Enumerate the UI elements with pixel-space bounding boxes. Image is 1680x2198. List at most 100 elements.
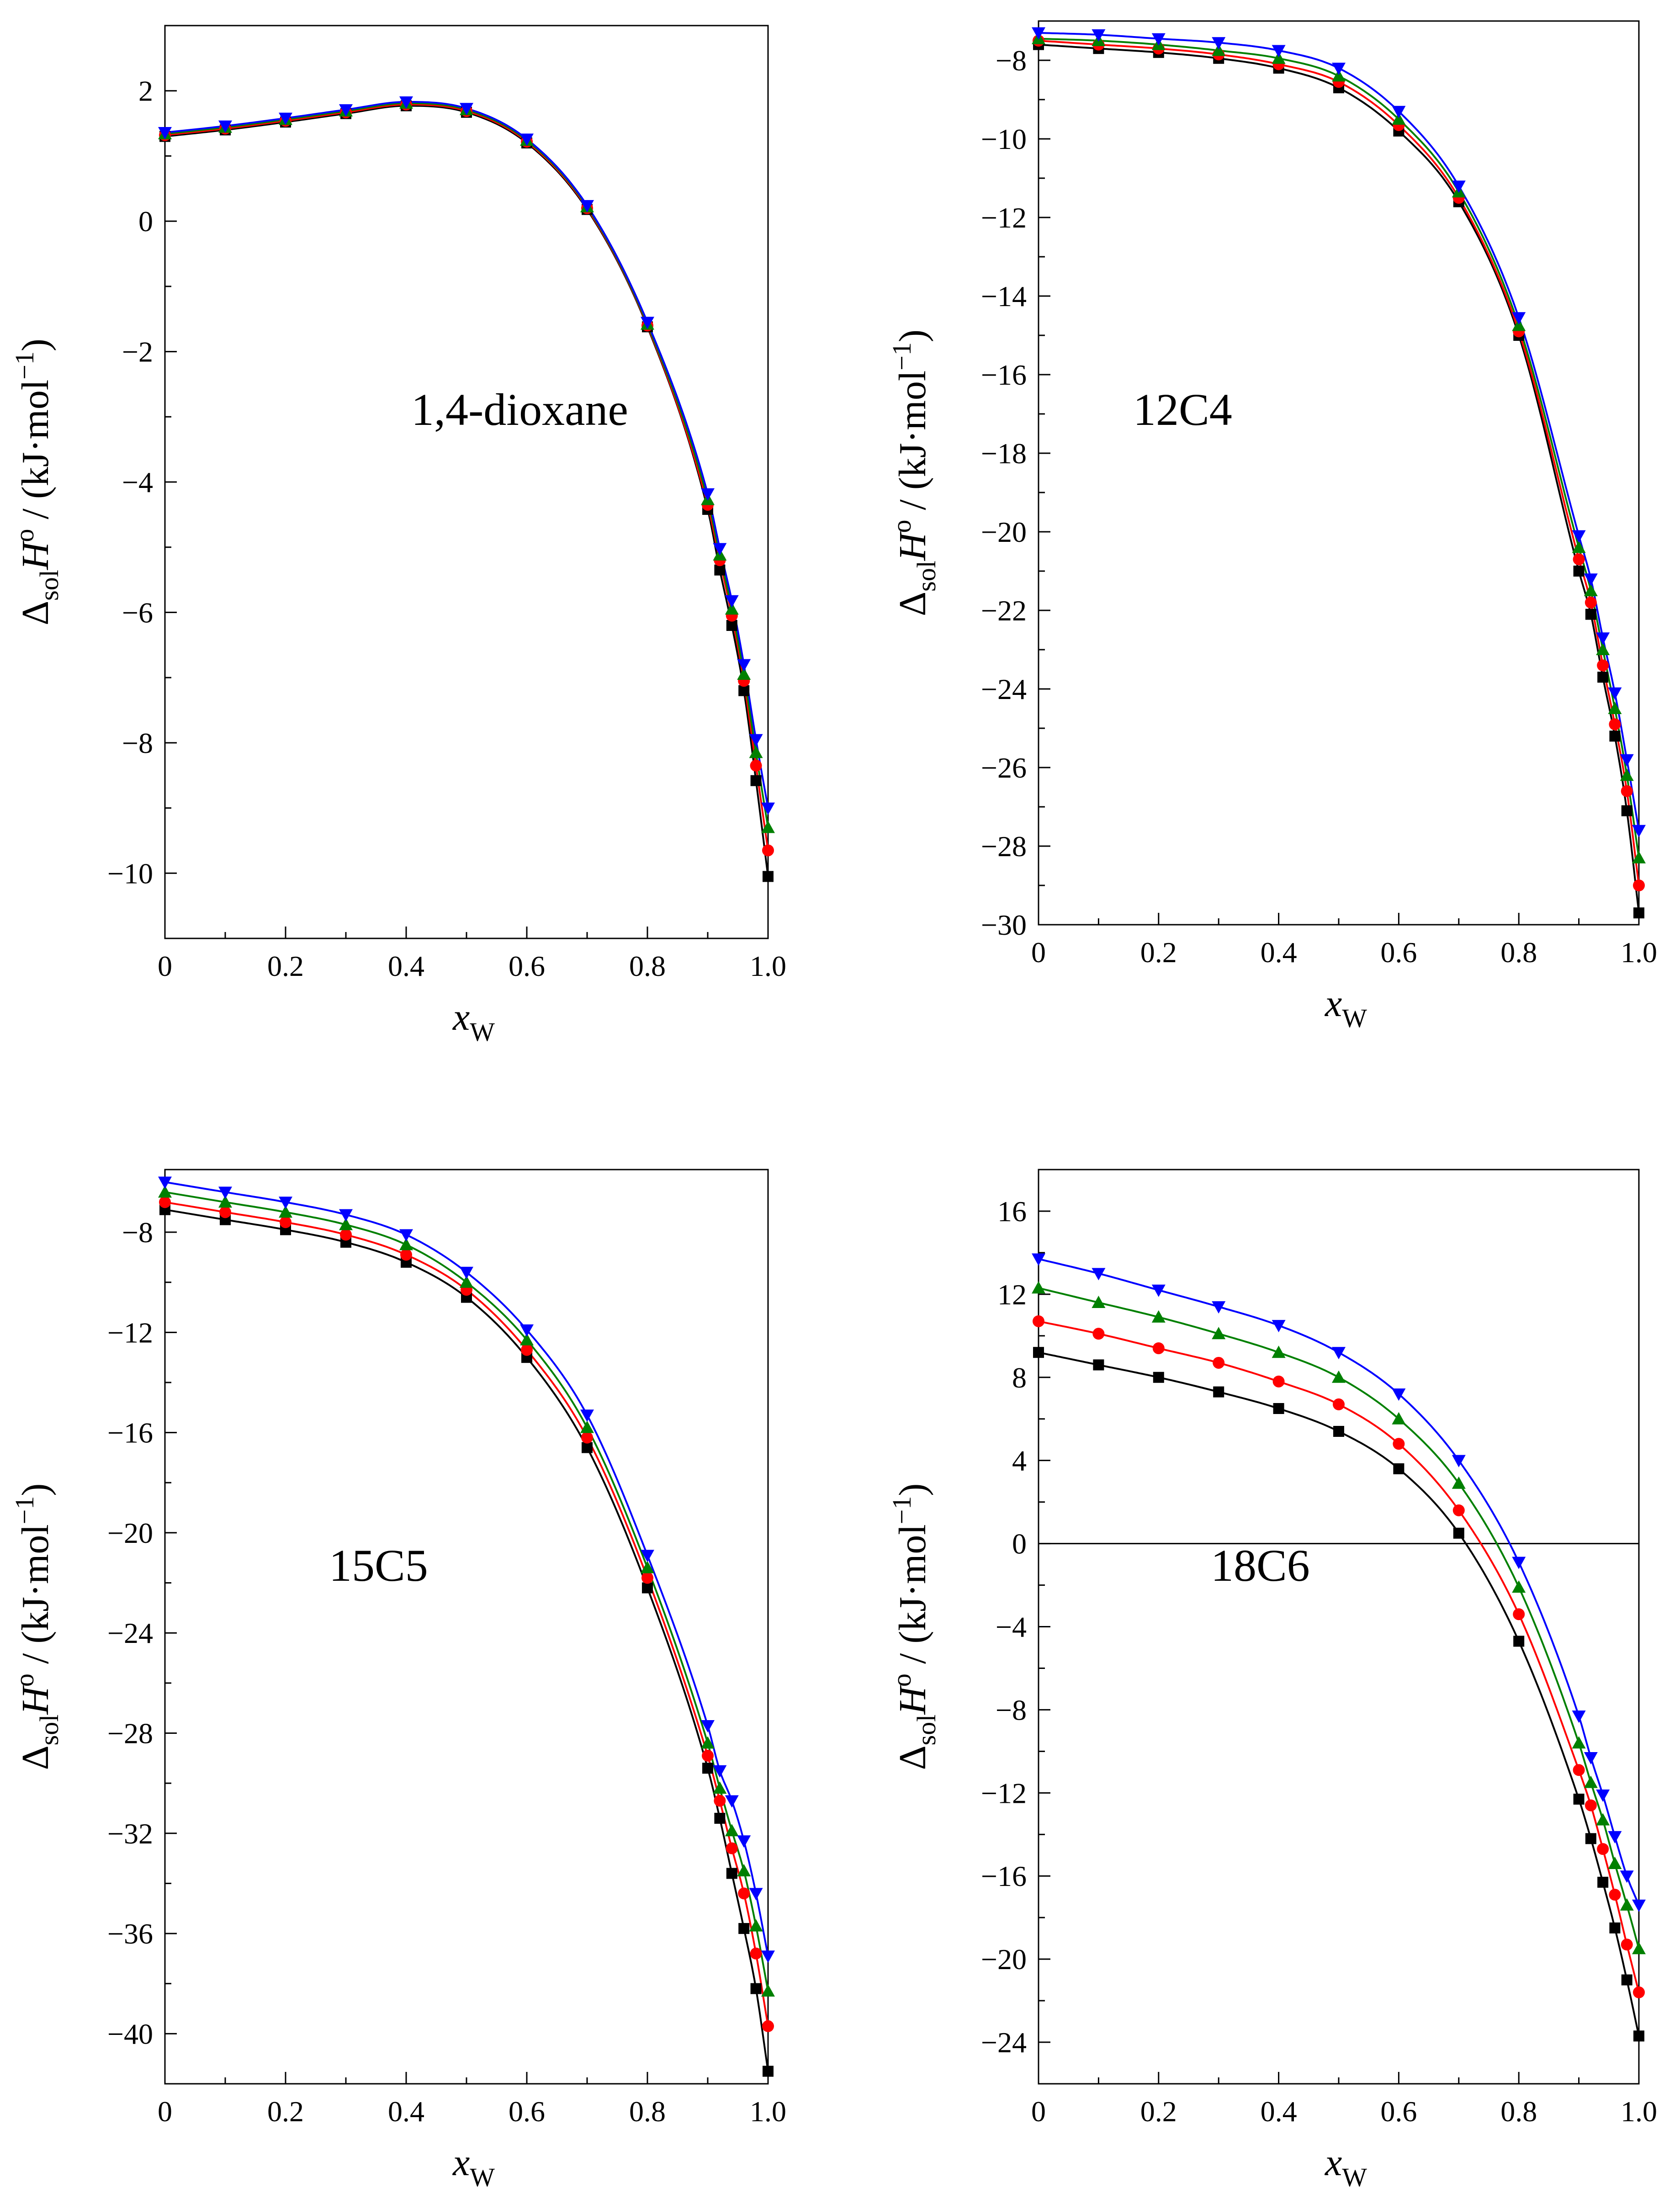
data-point-green-triangle-up	[737, 667, 751, 680]
data-point-red-circle	[1152, 1342, 1165, 1355]
y-tick-label: −36	[107, 1917, 153, 1950]
y-axis-title: ΔsolHo / (kJ·mol−1)	[887, 329, 941, 616]
data-point-blue-triangle-down	[701, 1720, 715, 1733]
y-tick-label: −24	[981, 673, 1027, 705]
data-point-blue-triangle-down	[1332, 1347, 1346, 1360]
x-tick-label: 0.4	[1261, 936, 1297, 969]
x-axis-title: xW	[452, 2141, 495, 2192]
x-axis-title: xW	[452, 996, 495, 1047]
y-tick-label: −18	[981, 437, 1027, 470]
x-axis-title: xW	[1324, 2141, 1367, 2192]
data-point-black-square	[1597, 672, 1609, 683]
data-point-red-circle	[1033, 1315, 1044, 1327]
y-tick-label: −16	[107, 1417, 153, 1449]
data-point-blue-triangle-down	[218, 120, 232, 133]
plot-frame	[1038, 1169, 1640, 2085]
data-point-black-square	[1633, 2030, 1644, 2042]
data-point-blue-triangle-down	[279, 112, 292, 125]
data-point-black-square	[1393, 1463, 1404, 1474]
x-tick-label: 0	[158, 950, 172, 982]
data-point-green-triangle-up	[399, 1238, 413, 1250]
x-tick-label: 0	[1031, 936, 1046, 969]
data-point-green-triangle-up	[279, 1205, 292, 1218]
x-tick-label: 0	[158, 2095, 172, 2128]
data-point-green-triangle-up	[1608, 1856, 1622, 1869]
x-tick-label: 1.0	[1621, 2095, 1657, 2128]
data-point-blue-triangle-down	[1584, 1752, 1598, 1765]
data-point-green-triangle-up	[737, 1864, 751, 1877]
y-tick-label: −16	[981, 359, 1027, 391]
data-point-black-square	[1585, 1833, 1596, 1844]
data-point-blue-triangle-down	[749, 1888, 763, 1901]
data-point-blue-triangle-down	[1392, 106, 1406, 118]
y-tick-label: −24	[107, 1617, 153, 1649]
data-point-blue-triangle-down	[737, 1835, 751, 1848]
data-point-green-triangle-up	[713, 1781, 727, 1794]
data-point-green-triangle-up	[725, 1824, 739, 1837]
x-tick-label: 0.2	[267, 2095, 304, 2128]
y-tick-label: −8	[122, 1216, 153, 1249]
data-point-red-circle	[1513, 1608, 1525, 1621]
y-tick-label: 8	[1012, 1361, 1027, 1394]
x-tick-label: 1.0	[750, 950, 786, 982]
y-tick-label: −28	[981, 830, 1027, 863]
data-point-blue-triangle-down	[460, 1266, 473, 1279]
x-tick-label: 1.0	[1621, 936, 1657, 969]
data-point-red-circle	[1585, 596, 1597, 609]
y-tick-label: −26	[981, 752, 1027, 784]
data-point-green-triangle-up	[580, 1420, 594, 1433]
data-point-green-triangle-up	[1272, 51, 1286, 64]
data-point-green-triangle-up	[749, 1919, 763, 1932]
chart-panel-3: 0 0.2 0.4 0.6 0.8 1.0 −8 −12 −16 −20 −24 −28 −32 −36 −…	[10, 1169, 786, 2192]
data-point-black-square	[1621, 1974, 1632, 1986]
plot-frame	[1038, 20, 1640, 926]
data-point-red-circle	[521, 1344, 533, 1356]
y-tick-label: 2	[138, 75, 153, 107]
data-point-green-triangle-up	[1584, 584, 1598, 596]
data-point-blue-triangle-down	[1620, 754, 1634, 767]
chart-panel-1: 0 0.2 0.4 0.6 0.8 1.0 2 0 −2 −4 −6 −8 −10 xW ΔsolHo / …	[10, 25, 786, 1047]
data-point-blue-triangle-down	[1572, 530, 1586, 543]
plot-frame	[164, 1169, 769, 2085]
x-tick-label: 0.8	[1500, 936, 1537, 969]
data-point-blue-triangle-down	[1332, 63, 1346, 75]
series-line-blue-triangle-down	[165, 101, 768, 808]
data-point-blue-triangle-down	[737, 659, 751, 672]
data-point-green-triangle-up	[1452, 1476, 1466, 1489]
data-point-green-triangle-up	[158, 1185, 172, 1198]
data-point-black-square	[1333, 1426, 1344, 1437]
data-point-red-circle	[581, 1431, 593, 1444]
x-axis-title: xW	[1324, 982, 1367, 1033]
data-point-black-square	[1033, 1347, 1044, 1358]
data-point-red-circle	[1573, 1764, 1585, 1776]
data-point-red-circle	[159, 1196, 171, 1208]
data-point-green-triangle-up	[218, 1195, 232, 1208]
data-point-red-circle	[1585, 1799, 1597, 1811]
y-tick-label: −20	[981, 1943, 1027, 1976]
data-point-blue-triangle-down	[1092, 1268, 1106, 1281]
data-point-black-square	[1093, 1359, 1104, 1371]
y-tick-label: −6	[122, 596, 153, 629]
x-tick-label: 0.6	[1380, 2095, 1417, 2128]
data-point-red-circle	[1452, 1504, 1465, 1516]
y-tick-label: −8	[122, 727, 153, 759]
data-point-green-triangle-up	[1620, 1898, 1634, 1911]
data-point-blue-triangle-down	[158, 1176, 172, 1189]
data-point-black-square	[1573, 566, 1585, 577]
data-point-green-triangle-up	[460, 1275, 473, 1288]
x-tick-label: 0.4	[1261, 2095, 1297, 2128]
data-point-green-triangle-up	[1572, 1736, 1586, 1749]
data-point-blue-triangle-down	[713, 1765, 727, 1778]
panel-label: 18C6	[1211, 1540, 1310, 1591]
data-point-red-circle	[762, 2020, 774, 2032]
data-point-blue-triangle-down	[1632, 825, 1646, 837]
data-point-blue-triangle-down	[580, 200, 594, 212]
data-point-blue-triangle-down	[218, 1186, 232, 1199]
data-point-blue-triangle-down	[1620, 1870, 1634, 1883]
data-point-green-triangle-up	[1392, 1412, 1406, 1425]
data-point-black-square	[702, 1763, 713, 1774]
x-tick-label: 0.6	[509, 950, 545, 982]
y-axis-title: ΔsolHo / (kJ·mol−1)	[10, 1483, 64, 1770]
x-tick-label: 0.8	[1500, 2095, 1537, 2128]
data-point-green-triangle-up	[641, 1561, 654, 1573]
